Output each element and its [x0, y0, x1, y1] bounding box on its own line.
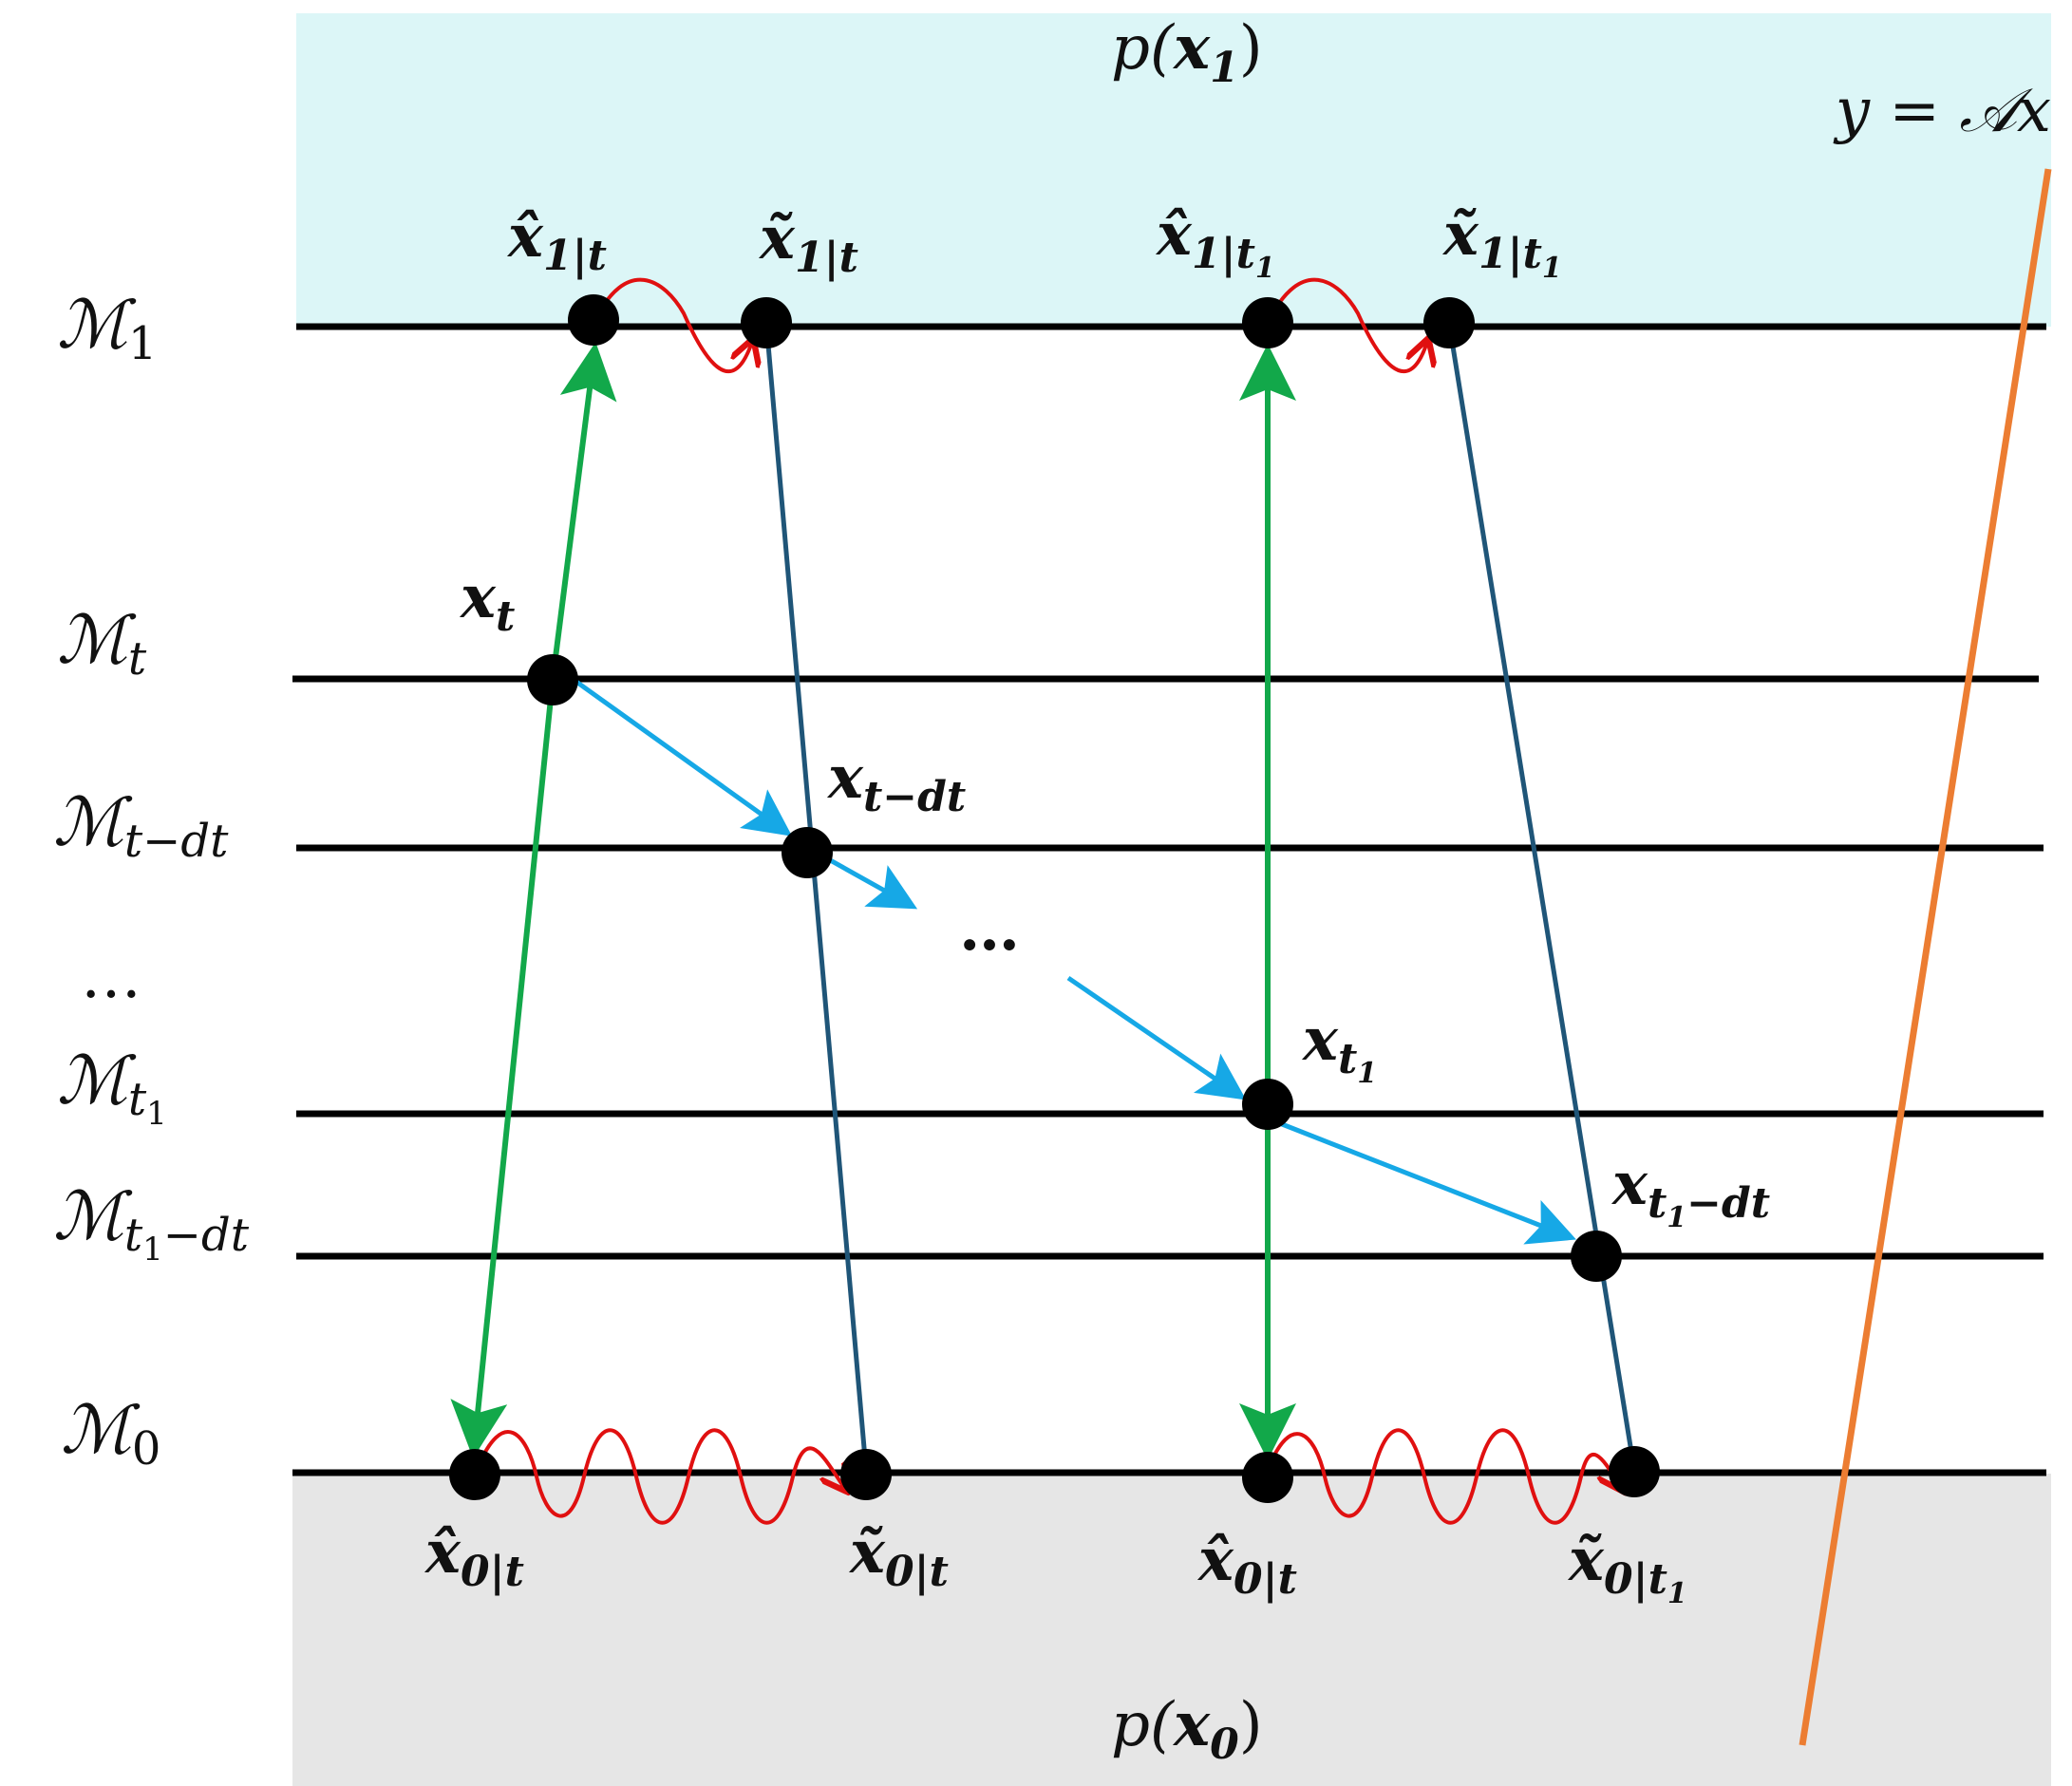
label-xhat-0-t-b: x̂0|t	[1196, 1525, 1297, 1604]
label-xhat-1-t1: x̂1|t1	[1155, 199, 1275, 285]
label-xhat-0-t: x̂0|t	[424, 1517, 524, 1596]
label-xhat-1-t: x̂1|t	[506, 201, 607, 280]
label-x-t1-dt: xt1−dt	[1611, 1149, 1770, 1234]
label-x-t: xt	[459, 562, 515, 641]
measurement-line	[1799, 168, 2052, 1746]
node-xtil-0-t	[840, 1449, 892, 1500]
node-xtil-1-t	[741, 297, 792, 348]
node-x-t	[527, 654, 578, 705]
node-xhat-0-t	[449, 1449, 500, 1500]
red-wave-top-right	[1266, 277, 1427, 374]
node-xtil-0-t1	[1609, 1446, 1660, 1497]
node-x-t1	[1242, 1079, 1293, 1130]
label-x-t-dt: xt−dt	[826, 743, 966, 821]
node-xtil-1-t1	[1423, 297, 1475, 348]
ellipsis-left: …	[81, 942, 141, 1012]
bottom-region	[292, 1474, 2051, 1786]
manifold-label-m1: ℳ1	[57, 286, 157, 370]
label-xtil-0-t1: x̃0|t1	[1567, 1525, 1687, 1610]
manifold-label-mt-dt: ℳt−dt	[53, 783, 229, 868]
dark-line-left	[763, 322, 869, 1471]
bottom-region-label: p(x0)	[1111, 1689, 1263, 1769]
manifold-label-mt1-dt: ℳt1−dt	[53, 1177, 250, 1269]
cyan-arrow-4	[1276, 1119, 1576, 1245]
node-x-t1-dt	[1571, 1231, 1622, 1282]
manifold-label-mt: ℳt	[57, 601, 147, 686]
cyan-arrow-1	[568, 674, 793, 837]
node-xhat-1-t	[568, 294, 619, 346]
dark-line-right	[1446, 322, 1637, 1471]
node-xhat-0-t-b	[1242, 1452, 1293, 1503]
node-x-t-dt	[782, 827, 833, 878]
label-xtil-1-t: x̃1|t	[758, 203, 858, 282]
label-x-t1: xt1	[1301, 1005, 1377, 1090]
red-wave-top-left	[592, 277, 752, 374]
top-region	[296, 13, 2051, 327]
green-arrow-up-left	[550, 342, 617, 681]
green-arrow-down-left	[450, 679, 556, 1458]
measurement-label: y = 𝒜x	[1833, 76, 2051, 146]
cyan-arrow-3	[1066, 975, 1247, 1100]
top-region-label: p(x1)	[1111, 12, 1263, 92]
label-xtil-1-t1: x̃1|t1	[1441, 199, 1562, 285]
label-xtil-0-t: x̃0|t	[848, 1517, 949, 1596]
manifold-label-mt1: ℳt1	[57, 1042, 167, 1133]
manifold-label-m0: ℳ0	[61, 1391, 160, 1476]
red-wave-bottom-left	[475, 1428, 845, 1525]
node-xhat-1-t1	[1242, 297, 1293, 348]
ellipsis-mid: …	[959, 893, 1020, 965]
red-wave-bottom-right	[1266, 1428, 1622, 1525]
